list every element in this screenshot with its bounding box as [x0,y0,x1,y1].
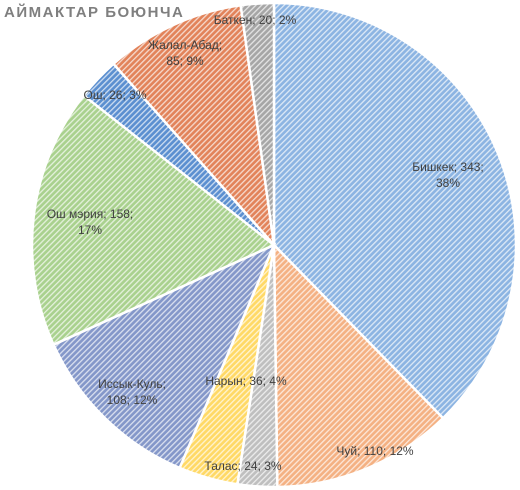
slice-data-label: Чуй; 110; 12% [336,444,414,458]
pie-slice-4 [51,242,277,470]
pie-slice-7 [111,3,276,249]
slice-data-label: Ош; 26; 3% [84,88,147,102]
slice-data-label: Жалал-Абад; 85; 9% [148,38,222,68]
slice-data-label: Талас; 24; 3% [204,459,281,473]
slice-data-label: Нарын; 36; 4% [205,374,287,388]
pie-slice-1 [272,241,445,489]
pie-slice-8 [239,1,276,246]
slice-data-label: Иссык-Куль; 108; 12% [98,377,166,407]
chart-title: АЙМАКТАР БОЮНЧА [4,4,185,21]
slice-data-label: Бишкек; 343; 38% [412,160,484,190]
slice-data-label: Ош мэрия; 158; 17% [47,207,134,237]
pie-slice-5 [30,93,277,347]
slice-data-label: Баткен; 20; 2% [214,13,297,27]
pie-slice-0 [272,1,518,420]
